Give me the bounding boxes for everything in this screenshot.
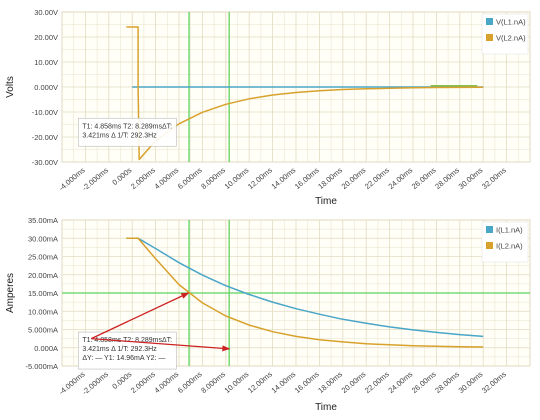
x-tick-label: 4.000ms xyxy=(152,369,180,395)
y-tick-label: 0.000A xyxy=(34,344,58,353)
x-tick-label: 6.000ms xyxy=(176,165,204,191)
cursor-readout-box xyxy=(78,117,177,147)
x-tick-label: 2.000ms xyxy=(129,369,157,395)
x-tick-label: 22.00ms xyxy=(363,369,391,395)
y-tick-label: 30.00mA xyxy=(28,234,58,243)
cursor-readout-line: T1: 4.858ms T2: 8.289msΔT: xyxy=(82,337,172,344)
x-tick-label: 32.00ms xyxy=(480,369,508,395)
cursor-readout-line: 3.421ms Δ 1/T: 292.3Hz xyxy=(82,132,157,139)
y-tick-label: 10.00mA xyxy=(28,307,58,316)
legend-label: V(L1.nA) xyxy=(496,18,526,27)
x-tick-label: 18.00ms xyxy=(316,165,344,191)
series-line-2 xyxy=(126,237,484,348)
x-axis-title: Time xyxy=(315,402,337,413)
x-tick-label: 8.000ms xyxy=(199,369,227,395)
x-tick-label: 18.00ms xyxy=(316,369,344,395)
legend-swatch xyxy=(486,18,493,25)
y-tick-label: 35.00mA xyxy=(28,216,58,225)
y-tick-label: 20.00V xyxy=(34,33,58,42)
x-tick-label: 4.000ms xyxy=(152,165,180,191)
x-tick-label: 10.00ms xyxy=(223,369,251,395)
x-tick-label: 10.00ms xyxy=(223,165,251,191)
y-axis-title: Amperes xyxy=(5,273,16,313)
y-tick-label: -5.000mA xyxy=(25,362,58,371)
y-tick-label: -10.00V xyxy=(32,108,58,117)
x-tick-label: 22.00ms xyxy=(363,165,391,191)
cursor-readout-line: 3.421ms Δ 1/T: 292.3Hz xyxy=(82,346,157,353)
current-chart: 35.00mA 30.00mA 25.00mA 20.00mA 15.00mA 10.00… xyxy=(5,216,531,413)
voltage-chart: 30.00V 20.00V 10.00V 0.000V -10.00V -20.00V -3… xyxy=(5,8,531,207)
y-tick-label: 5.000mA xyxy=(28,326,58,335)
cursor-readout: T1: 4.858ms T2: 8.289msΔT: 3.421ms Δ 1/T:… xyxy=(78,117,177,147)
x-tick-label: 24.00ms xyxy=(386,165,414,191)
x-tick-label: 12.00ms xyxy=(246,165,274,191)
x-tick-label: 14.00ms xyxy=(269,369,297,395)
cursor-readout-line: ΔY: — Y1: 14.96mA Y2: — xyxy=(82,355,165,362)
y-tick-label: -20.00V xyxy=(32,133,58,142)
x-tick-label: 8.000ms xyxy=(199,165,227,191)
x-tick-label: 30.00ms xyxy=(457,369,485,395)
x-tick-label: 2.000ms xyxy=(129,165,157,191)
y-axis-title: Volts xyxy=(5,76,16,98)
x-tick-label: 24.00ms xyxy=(386,369,414,395)
cursor-readout: T1: 4.858ms T2: 8.289msΔT: 3.421ms Δ 1/T:… xyxy=(78,331,177,370)
legend-label: V(L2.nA) xyxy=(496,34,526,43)
x-tick-label: 14.00ms xyxy=(269,165,297,191)
legend-label: I(L2.nA) xyxy=(496,242,523,251)
x-tick-label: -2.000ms xyxy=(80,369,110,396)
y-tick-label: 10.00V xyxy=(34,58,58,67)
y-tick-label: 25.00mA xyxy=(28,253,58,262)
y-tick-label: 30.00V xyxy=(34,8,58,17)
y-tick-label: 0.000V xyxy=(34,83,58,92)
legend-label: I(L1.nA) xyxy=(496,226,523,235)
annotation-arrow-2 xyxy=(91,337,231,352)
cursor-readout-box xyxy=(78,331,177,370)
y-tick-label: 20.00mA xyxy=(28,271,58,280)
y-tick-label: 15.00mA xyxy=(28,289,58,298)
x-tick-label: 32.00ms xyxy=(480,165,508,191)
annotation-arrow-1 xyxy=(90,292,190,340)
legend-swatch xyxy=(486,226,493,233)
x-tick-label: 6.000ms xyxy=(176,369,204,395)
x-tick-label: 20.00ms xyxy=(340,165,368,191)
x-tick-label: 12.00ms xyxy=(246,369,274,395)
x-tick-label: -2.000ms xyxy=(80,165,110,192)
x-tick-label: 28.00ms xyxy=(433,369,461,395)
series-line-2 xyxy=(126,26,484,161)
x-tick-label: 16.00ms xyxy=(293,369,321,395)
x-tick-label: 30.00ms xyxy=(457,165,485,191)
legend-swatch xyxy=(486,34,493,41)
y-tick-label: -30.00V xyxy=(32,158,58,167)
x-tick-label: 26.00ms xyxy=(410,165,438,191)
x-tick-label: 16.00ms xyxy=(293,165,321,191)
x-axis-title: Time xyxy=(315,196,337,207)
x-tick-label: 28.00ms xyxy=(433,165,461,191)
x-tick-label: 20.00ms xyxy=(340,369,368,395)
legend: I(L1.nA) I(L2.nA) xyxy=(481,221,529,263)
legend-swatch xyxy=(486,242,493,249)
cursor-readout-line: T1: 4.858ms T2: 8.289msΔT: xyxy=(82,123,172,130)
legend: V(L1.nA) V(L2.nA) xyxy=(481,13,529,55)
x-tick-label: 26.00ms xyxy=(410,369,438,395)
series-line-1 xyxy=(126,237,484,338)
